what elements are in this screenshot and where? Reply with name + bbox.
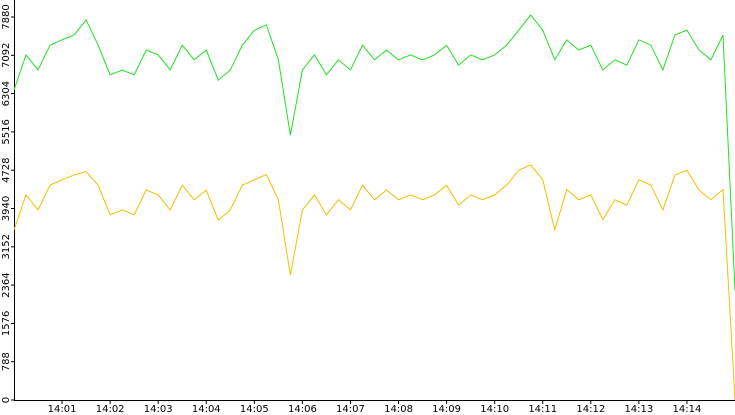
x-tick-label: 14:07 xyxy=(336,404,365,415)
y-tick-label: 5516 xyxy=(1,119,12,144)
x-tick-label: 14:03 xyxy=(144,404,173,415)
y-tick-label: 3152 xyxy=(1,234,12,259)
x-tick-label: 14:01 xyxy=(48,404,77,415)
x-tick-label: 14:10 xyxy=(480,404,509,415)
y-tick-label: 788 xyxy=(1,352,12,371)
x-tick-label: 14:14 xyxy=(673,404,702,415)
x-tick-label: 14:06 xyxy=(288,404,317,415)
y-tick-label: 0 xyxy=(1,397,12,403)
y-tick-label: 7880 xyxy=(1,4,12,29)
x-tick-label: 14:04 xyxy=(192,404,221,415)
y-tick-label: 4728 xyxy=(1,157,12,182)
y-tick-label: 6304 xyxy=(1,81,12,106)
x-tick-label: 14:08 xyxy=(384,404,413,415)
x-tick-label: 14:05 xyxy=(240,404,269,415)
y-tick-label: 7092 xyxy=(1,43,12,68)
y-tick-label: 3940 xyxy=(1,196,12,221)
line-series xyxy=(13,14,735,291)
y-tick-label: 1576 xyxy=(1,311,12,336)
x-tick-label: 14:12 xyxy=(576,404,605,415)
x-tick-label: 14:09 xyxy=(432,404,461,415)
line-series xyxy=(13,164,735,401)
x-tick-label: 14:02 xyxy=(96,404,125,415)
x-tick-label: 14:11 xyxy=(528,404,557,415)
x-tick-label: 14:13 xyxy=(624,404,653,415)
y-tick-label: 2364 xyxy=(1,272,12,297)
